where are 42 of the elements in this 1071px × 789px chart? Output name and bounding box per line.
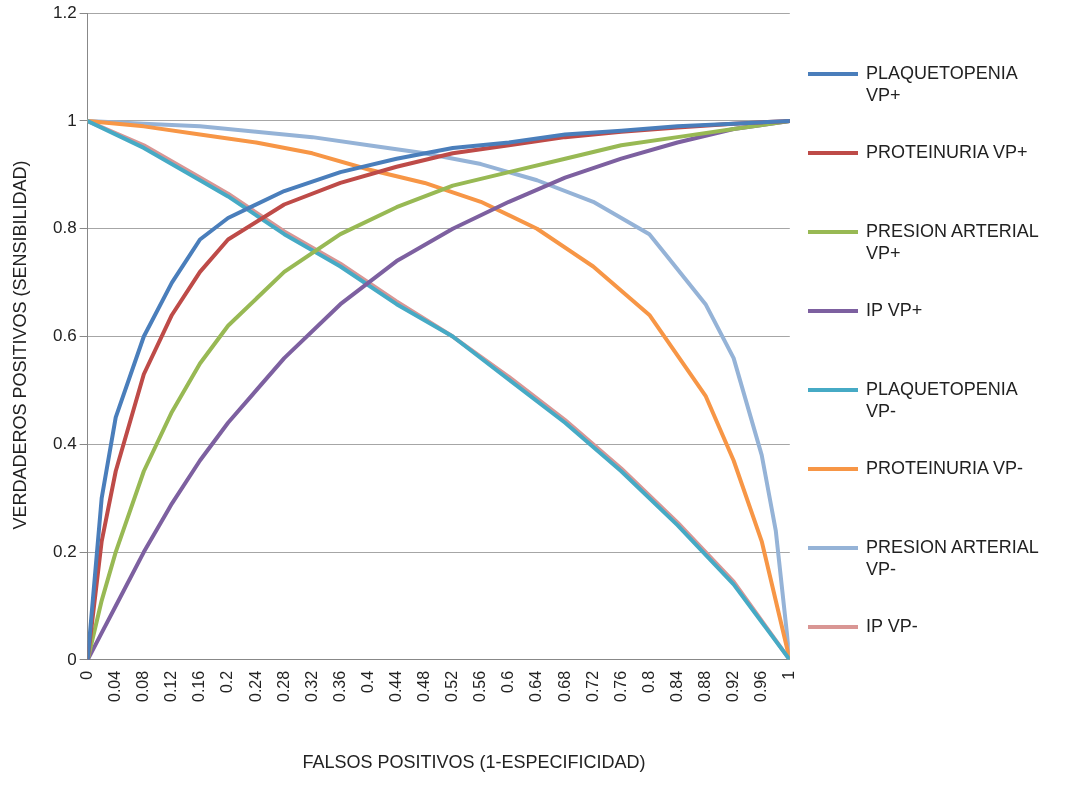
x-tick-label: 0.4 [358,670,376,694]
x-tick-label: 1 [780,670,798,680]
x-tick-label: 0.76 [611,670,629,702]
legend-label: PROTEINURIA VP- [866,457,1025,479]
x-tick-label: 0.68 [555,670,573,702]
x-tick-label: 0.6 [499,670,517,694]
x-tick-label: 0.12 [162,670,180,702]
y-tick-label: 0.4 [52,433,77,453]
legend-label: PRESION ARTERIAL VP- [866,536,1040,580]
x-tick-label: 0.2 [218,670,236,694]
y-axis-title: VERDADEROS POSITIVOS (SENSIBILIDAD) [9,160,31,530]
x-tick-label: 0.72 [583,670,601,702]
x-tick-label: 0.32 [302,670,320,702]
x-tick-label: 0.84 [667,670,685,702]
y-tick-label: 0.8 [52,218,77,238]
legend-label: IP VP+ [866,299,924,321]
legend-label: PLAQUETOPENIA VP- [866,378,1019,422]
x-tick-label: 0.48 [415,670,433,702]
x-tick-label: 0.56 [471,670,489,702]
legend-label: PLAQUETOPENIA VP+ [866,62,1019,106]
x-tick-label: 0.52 [443,670,461,702]
y-tick-label: 1.2 [52,2,77,22]
x-tick-label: 0.28 [274,670,292,702]
x-tick-label: 0 [78,670,96,680]
x-tick-label: 0.88 [695,670,713,702]
x-tick-label: 0.96 [752,670,770,702]
legend-label: PRESION ARTERIAL VP+ [866,220,1040,264]
legend-label: IP VP- [866,615,919,637]
x-tick-label: 0.44 [386,670,404,702]
x-tick-label: 0.24 [246,670,264,702]
x-tick-label: 0.16 [190,670,208,702]
y-tick-label: 1 [67,110,77,130]
x-tick-label: 0.08 [134,670,152,702]
x-tick-label: 0.92 [724,670,742,702]
legend-label: PROTEINURIA VP+ [866,141,1029,163]
x-tick-label: 0.04 [106,670,124,702]
y-tick-label: 0.6 [52,326,77,346]
y-tick-label: 0.2 [52,541,77,561]
x-axis-title: FALSOS POSITIVOS (1-ESPECIFICIDAD) [301,752,647,773]
x-tick-label: 0.64 [527,670,545,702]
x-tick-label: 0.8 [639,670,657,694]
x-tick-label: 0.36 [330,670,348,702]
